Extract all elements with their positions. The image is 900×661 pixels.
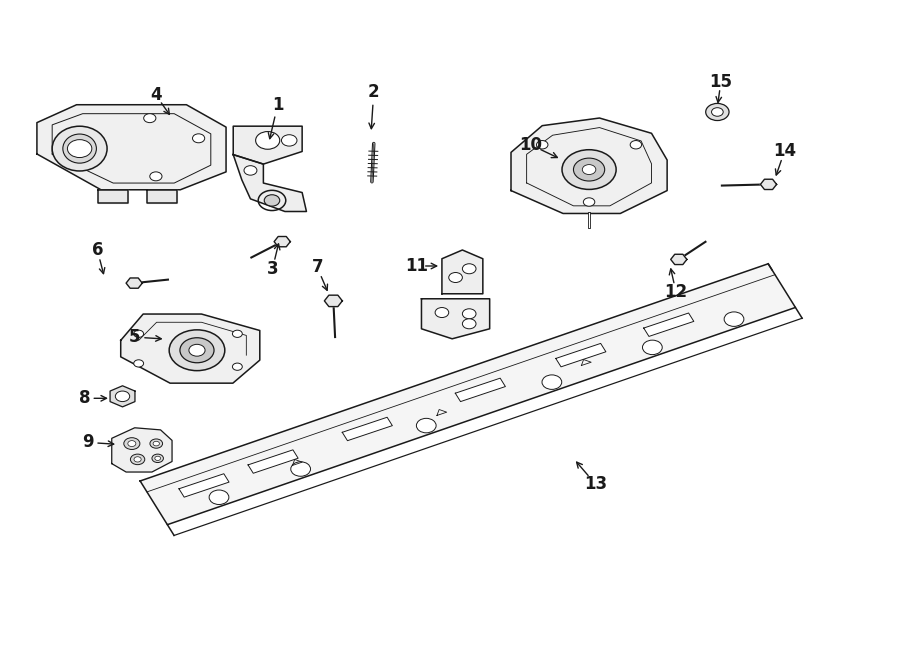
Ellipse shape — [63, 134, 96, 163]
Polygon shape — [147, 190, 177, 203]
Text: 13: 13 — [584, 475, 607, 493]
Polygon shape — [233, 155, 306, 212]
Polygon shape — [421, 299, 490, 339]
Text: 5: 5 — [129, 328, 140, 346]
Circle shape — [463, 309, 476, 319]
Polygon shape — [274, 237, 291, 247]
Circle shape — [536, 141, 548, 149]
Polygon shape — [324, 295, 342, 307]
Polygon shape — [37, 104, 226, 190]
Polygon shape — [556, 344, 606, 367]
Circle shape — [155, 456, 160, 461]
Polygon shape — [442, 250, 482, 293]
Circle shape — [232, 330, 242, 337]
Polygon shape — [140, 264, 796, 525]
Circle shape — [134, 360, 144, 367]
Polygon shape — [511, 118, 667, 214]
Circle shape — [562, 149, 617, 190]
Circle shape — [630, 141, 642, 149]
Circle shape — [256, 132, 280, 149]
Text: 4: 4 — [150, 86, 161, 104]
Polygon shape — [179, 474, 230, 497]
Circle shape — [193, 134, 204, 143]
Circle shape — [150, 439, 163, 448]
Circle shape — [152, 454, 164, 463]
Circle shape — [435, 307, 449, 317]
Polygon shape — [644, 313, 694, 336]
Polygon shape — [455, 378, 506, 402]
Polygon shape — [121, 314, 260, 383]
Text: 2: 2 — [368, 83, 380, 101]
Circle shape — [130, 454, 145, 465]
Text: 11: 11 — [405, 257, 428, 275]
Polygon shape — [98, 190, 129, 203]
Polygon shape — [760, 179, 777, 190]
Circle shape — [291, 462, 310, 477]
Circle shape — [134, 457, 141, 462]
Text: 10: 10 — [519, 136, 542, 154]
Circle shape — [232, 363, 242, 370]
Circle shape — [706, 103, 729, 120]
Text: 9: 9 — [82, 434, 94, 451]
Text: 1: 1 — [272, 96, 284, 114]
Circle shape — [128, 441, 136, 447]
Circle shape — [463, 319, 476, 329]
Circle shape — [115, 391, 130, 402]
Circle shape — [209, 490, 229, 504]
Text: 14: 14 — [773, 142, 796, 160]
Circle shape — [449, 272, 463, 282]
Text: 15: 15 — [709, 73, 733, 91]
Circle shape — [265, 195, 280, 206]
Polygon shape — [126, 278, 142, 288]
Circle shape — [149, 172, 162, 181]
Text: 3: 3 — [266, 260, 278, 278]
Circle shape — [712, 108, 724, 116]
Circle shape — [124, 438, 140, 449]
Circle shape — [582, 165, 596, 175]
Circle shape — [573, 158, 605, 181]
Circle shape — [169, 330, 225, 371]
Circle shape — [180, 338, 214, 363]
Polygon shape — [233, 126, 302, 164]
Circle shape — [724, 312, 744, 327]
Polygon shape — [112, 428, 172, 472]
Text: 7: 7 — [311, 258, 323, 276]
Circle shape — [643, 340, 662, 354]
Circle shape — [282, 135, 297, 146]
Circle shape — [417, 418, 436, 433]
Circle shape — [134, 330, 144, 337]
Text: 12: 12 — [664, 284, 688, 301]
Circle shape — [583, 198, 595, 206]
Polygon shape — [110, 386, 135, 407]
Ellipse shape — [52, 126, 107, 171]
Circle shape — [542, 375, 562, 389]
Circle shape — [189, 344, 205, 356]
Circle shape — [153, 442, 159, 446]
Polygon shape — [248, 450, 298, 473]
Circle shape — [463, 264, 476, 274]
Text: 8: 8 — [79, 389, 91, 407]
Circle shape — [68, 139, 92, 157]
Text: 6: 6 — [92, 241, 104, 259]
Circle shape — [244, 166, 256, 175]
Polygon shape — [670, 254, 687, 264]
Circle shape — [144, 114, 156, 123]
Polygon shape — [342, 417, 392, 441]
